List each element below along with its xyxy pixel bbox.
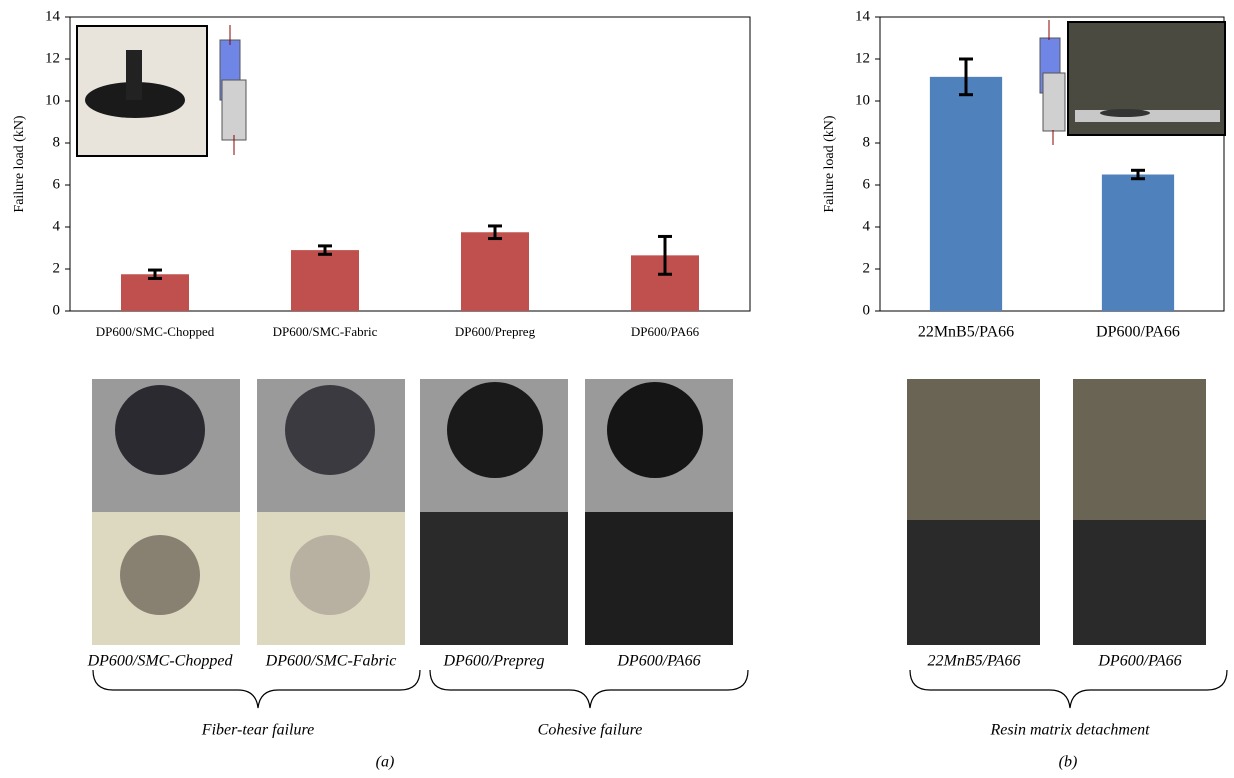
photo-caption: DP600/SMC-Fabric [265, 653, 397, 670]
x-tick-label: DP600/Prepreg [455, 324, 536, 339]
x-tick-label: DP600/SMC-Chopped [96, 324, 215, 339]
y-tick-label: 6 [863, 176, 871, 192]
photo-caption: DP600/PA66 [616, 653, 700, 670]
y-tick-label: 0 [863, 302, 871, 318]
braces [92, 669, 1228, 709]
plot-frame [879, 16, 1225, 312]
y-tick-label: 2 [863, 260, 871, 276]
y-axis-label: Failure load (kN) [12, 115, 27, 213]
x-tick-label: DP600/SMC-Fabric [273, 324, 378, 339]
error-bar [318, 244, 332, 256]
y-tick-label: 10 [855, 92, 870, 108]
bar [1101, 174, 1175, 311]
inset-b [1039, 20, 1226, 145]
error-bar [148, 268, 162, 280]
x-tick-label: 22MnB5/PA66 [918, 324, 1014, 341]
y-tick-label: 4 [53, 218, 61, 234]
inset-a [76, 25, 247, 157]
photo-caption: DP600/Prepreg [442, 653, 544, 670]
bar [121, 274, 189, 311]
panel-label: (a) [376, 754, 395, 771]
photo-caption: 22MnB5/PA66 [927, 653, 1020, 670]
y-tick-label: 14 [45, 8, 61, 24]
y-axis-label: Failure load (kN) [822, 115, 837, 213]
group-label: Resin matrix detachment [989, 722, 1150, 739]
group-label: Fiber-tear failure [201, 722, 314, 739]
bar [461, 232, 529, 311]
group-label: Cohesive failure [538, 722, 643, 739]
y-tick-label: 10 [45, 92, 60, 108]
y-tick-label: 6 [53, 176, 61, 192]
bar [291, 250, 359, 311]
y-tick-label: 8 [53, 134, 61, 150]
y-tick-label: 4 [863, 218, 871, 234]
panel-label: (b) [1059, 754, 1078, 771]
error-bar [959, 57, 973, 97]
x-tick-label: DP600/PA66 [631, 324, 700, 339]
y-tick-label: 2 [53, 260, 61, 276]
photo-caption: DP600/PA66 [1097, 653, 1181, 670]
y-tick-label: 12 [45, 50, 60, 66]
y-tick-label: 8 [863, 134, 871, 150]
photos [92, 379, 1206, 645]
error-bar [658, 234, 672, 276]
plot-frame [69, 16, 751, 312]
y-tick-label: 12 [855, 50, 870, 66]
bar [929, 76, 1003, 311]
error-bar [1131, 168, 1145, 181]
y-tick-label: 0 [53, 302, 61, 318]
y-tick-label: 14 [855, 8, 871, 24]
photo-caption: DP600/SMC-Chopped [87, 653, 234, 670]
x-tick-label: DP600/PA66 [1096, 324, 1180, 341]
error-bar [488, 224, 502, 241]
